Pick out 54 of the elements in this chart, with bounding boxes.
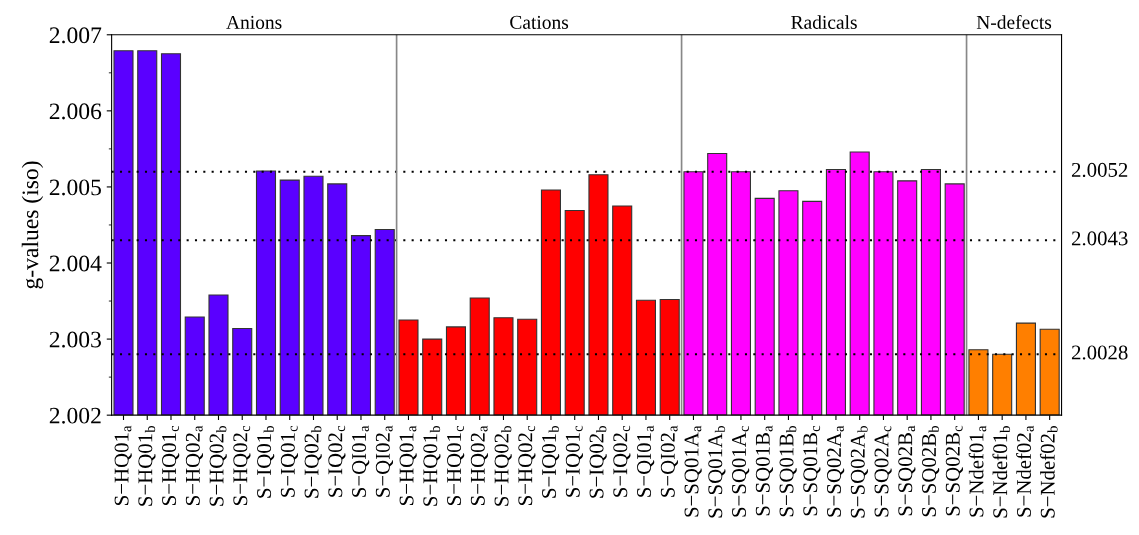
x-tick-label: S−Ndef01$_{a}$ (968, 425, 987, 517)
ref-line-label: 2.0052 (1071, 162, 1128, 178)
x-tick-label: S−Ndef01$_{b}$ (992, 426, 1011, 518)
y-tick-label: 2.003 (49, 331, 101, 348)
x-tick-label: S−QI02$_{a}$ (375, 425, 394, 497)
x-tick-label: S−HQ01$_{c}$ (162, 425, 180, 505)
ref-line-label: 2.0043 (1071, 231, 1128, 246)
x-tick-label: S−SQ01B$_{a}$ (755, 425, 773, 516)
x-tick-label: S−HQ01$_{b}$ (138, 426, 156, 506)
x-tick-label: S−QI02$_{a}$ (660, 425, 678, 497)
x-tick-label: S−HQ02$_{a}$ (185, 425, 204, 505)
x-tick-label: S−IQ02$_{c}$ (328, 425, 346, 497)
y-tick-label: 2.004 (49, 255, 102, 272)
y-tick-label: 2.006 (49, 103, 102, 120)
x-tick-label: S−IQ01$_{b}$ (542, 425, 560, 498)
x-tick-label: S−SQ02A$_{a}$ (826, 425, 845, 517)
y-tick-label: 2.005 (49, 179, 101, 196)
x-tick-label: S−SQ02B$_{c}$ (945, 425, 963, 516)
x-tick-label: S−IQ02$_{c}$ (613, 425, 631, 497)
y-axis-title: g-values (iso) (21, 161, 44, 289)
ref-line-label: 2.0028 (1071, 345, 1128, 360)
x-tick-label: S−SQ02B$_{b}$ (921, 425, 940, 517)
x-tick-label: S−IQ01$_{c}$ (565, 425, 583, 497)
x-tick-label: S−IQ02$_{b}$ (589, 425, 607, 498)
x-tick-label: S−QI01$_{a}$ (637, 425, 655, 497)
x-tick-label: S−SQ01A$_{a}$ (684, 425, 702, 517)
y-tick-label: 2.007 (49, 27, 102, 44)
x-tick-label: S−SQ02B$_{a}$ (898, 425, 916, 516)
x-tick-label: S−HQ02$_{c}$ (518, 425, 536, 505)
x-tick-label: S−HQ01$_{a}$ (399, 425, 417, 505)
x-tick-label: S−HQ02$_{b}$ (494, 426, 512, 506)
x-tick-label: S−Ndef02$_{b}$ (1039, 426, 1058, 518)
text: Anions (226, 15, 282, 29)
x-tick-label: S−IQ01$_{c}$ (280, 425, 299, 497)
x-tick-label: S−HQ01$_{a}$ (114, 425, 132, 505)
x-tick-label: S−Ndef02$_{a}$ (1016, 425, 1034, 517)
x-tick-label: S−HQ02$_{b}$ (209, 426, 227, 506)
text: Cations (510, 15, 569, 29)
x-tick-label: S−IQ01$_{b}$ (257, 425, 275, 498)
x-tick-label: S−HQ01$_{b}$ (423, 426, 441, 506)
x-tick-label: S−QI01$_{a}$ (352, 425, 370, 497)
x-tick-label: S−SQ01A$_{c}$ (732, 425, 750, 517)
text: Radicals (791, 15, 857, 29)
x-tick-label: S−HQ02$_{c}$ (233, 425, 251, 505)
x-tick-label: S−SQ01B$_{c}$ (803, 425, 821, 516)
y-tick-label: 2.002 (49, 407, 101, 424)
x-tick-label: S−SQ01B$_{b}$ (779, 425, 797, 517)
x-tick-label: S−HQ02$_{a}$ (470, 425, 488, 505)
text: N-defects (976, 15, 1052, 29)
x-tick-label: S−HQ01$_{c}$ (447, 425, 465, 505)
x-tick-label: S−IQ02$_{b}$ (304, 425, 322, 498)
x-tick-label: S−SQ02A$_{c}$ (874, 425, 892, 517)
x-tick-label: S−SQ02A$_{b}$ (850, 426, 868, 518)
x-tick-label: S−SQ01A$_{b}$ (708, 426, 726, 518)
